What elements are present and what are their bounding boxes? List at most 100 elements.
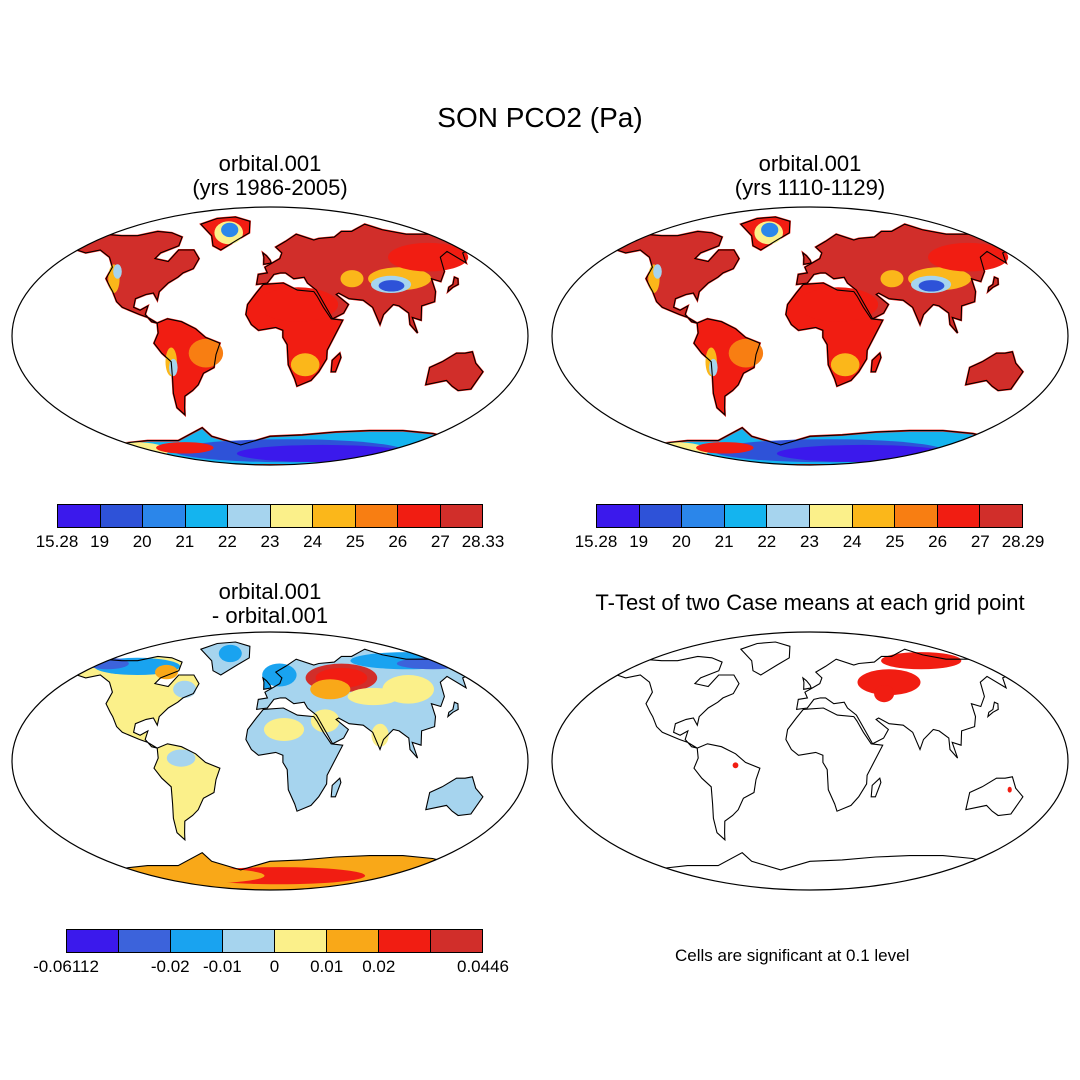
colorbar-swatch — [100, 505, 143, 527]
panel-2-title-line-1: orbital.001 — [758, 151, 862, 176]
colorbar-tick-label: 20 — [671, 532, 691, 551]
coastline-southAmerica — [153, 743, 221, 842]
colorbar-swatch — [171, 930, 223, 952]
panel-4-title: T-Test of two Case means at each grid po… — [540, 591, 1080, 615]
colorbar-swatch — [724, 505, 768, 527]
field-patch — [113, 264, 122, 279]
panel-3-title: orbital.001 - orbital.001 — [10, 580, 530, 628]
colorbar-panel-3 — [66, 929, 483, 953]
colorbar-tick-label: -0.02 — [150, 957, 190, 976]
colorbar-tick-label: 27 — [970, 532, 990, 551]
coastline-africa — [785, 707, 884, 812]
field-patch — [310, 709, 340, 733]
field-patch — [653, 264, 662, 279]
coastline-eurasia — [795, 223, 1012, 334]
significant-cells — [857, 669, 921, 696]
colorbar-tick-label: 26 — [928, 532, 948, 551]
field-patch — [236, 444, 409, 463]
landmass-fill-northAmerica — [76, 656, 199, 749]
coastline-northAmerica — [75, 230, 200, 324]
map-frame — [11, 631, 529, 891]
figure-title: SON PCO2 (Pa) — [437, 102, 643, 133]
panel-3-title-line-1: orbital.001 — [218, 579, 322, 604]
coastline-madagascar — [870, 777, 882, 798]
coastline-northAmerica — [75, 655, 200, 749]
map-panel-4 — [550, 630, 1070, 892]
coastline-uk — [262, 676, 272, 690]
field-patch — [173, 680, 197, 698]
field-patch — [378, 280, 405, 292]
colorbar-tick-label: 23 — [260, 532, 280, 551]
coastline-eurasia — [795, 648, 1012, 759]
field-patch — [918, 280, 945, 292]
field-patch — [880, 270, 904, 288]
field-patch — [310, 679, 351, 700]
map-panel-2 — [550, 205, 1070, 467]
field-patch — [221, 222, 239, 238]
colorbar-tick-label: 25 — [345, 532, 365, 551]
coastline-africa — [245, 282, 344, 387]
colorbar-panel-1 — [57, 504, 483, 528]
colorbar-swatch — [355, 505, 398, 527]
colorbar-swatch — [228, 505, 271, 527]
field-patch — [155, 664, 178, 680]
colorbar-swatch — [313, 505, 356, 527]
colorbar-tick-label: 0 — [269, 957, 280, 976]
colorbar-swatch — [67, 930, 119, 952]
coastline-australia — [425, 776, 484, 817]
coastline-uk — [802, 676, 812, 690]
field-patch — [388, 242, 469, 272]
colorbar-swatch — [682, 505, 725, 527]
colorbar-tick-label: 19 — [90, 532, 110, 551]
field-patch — [761, 222, 779, 238]
field-patch — [382, 675, 435, 704]
colorbar-swatch — [980, 505, 1022, 527]
colorbar-swatch — [185, 505, 228, 527]
panel-1-title-line-1: orbital.001 — [218, 151, 322, 176]
colorbar-swatch — [895, 505, 938, 527]
colorbar-swatch — [119, 930, 171, 952]
field-patch — [290, 353, 320, 377]
colorbar-tick-label: 22 — [217, 532, 237, 551]
coastline-antarctica — [623, 852, 998, 890]
colorbar-swatch — [440, 505, 482, 527]
colorbar-tick-label: 28.33 — [461, 532, 505, 551]
landmass-fill-madagascar — [331, 778, 341, 797]
field-patch — [218, 644, 242, 663]
colorbar-swatch — [379, 930, 431, 952]
colorbar-swatch — [223, 930, 275, 952]
field-patch — [696, 442, 754, 454]
significant-cells — [1007, 786, 1012, 793]
panel-3-title-line-2: - orbital.001 — [211, 603, 329, 628]
coastline-southAmerica — [693, 743, 761, 842]
panel-2-title: orbital.001 (yrs 1110-1129) — [550, 152, 1070, 200]
field-patch — [263, 718, 305, 741]
colorbar-swatch — [275, 930, 327, 952]
map-frame — [551, 206, 1069, 466]
colorbar-tick-label: 24 — [303, 532, 323, 551]
coastline-northAmerica — [615, 655, 740, 749]
coastline-southAmerica — [153, 318, 221, 417]
coastline-japan — [987, 276, 999, 294]
panel-1-title: orbital.001 (yrs 1986-2005) — [10, 152, 530, 200]
colorbar-swatch — [639, 505, 683, 527]
colorbar-swatch — [767, 505, 810, 527]
landmass-fill-australia — [425, 776, 483, 816]
coastline-australia — [965, 776, 1024, 817]
significance-note: Cells are significant at 0.1 level — [675, 946, 910, 965]
coastline-northAmerica — [615, 230, 740, 324]
coastline-eurasia — [255, 223, 472, 334]
colorbar-tick-label: 19 — [629, 532, 649, 551]
coastline-uk — [262, 251, 272, 265]
colorbar-tick-label: 20 — [132, 532, 152, 551]
panel-2-title-line-2: (yrs 1110-1129) — [734, 175, 886, 200]
coastline-japan — [987, 701, 999, 719]
world-map-4 — [551, 631, 1069, 891]
coastline-japan — [447, 701, 459, 719]
colorbar-swatch — [852, 505, 896, 527]
colorbar-tick-label: 24 — [842, 532, 862, 551]
colorbar-swatch — [270, 505, 313, 527]
colorbar-tick-label: 15.28 — [35, 532, 79, 551]
colorbar-tick-label: 21 — [175, 532, 195, 551]
panel-4-title-line-1: T-Test of two Case means at each grid po… — [595, 590, 1025, 615]
